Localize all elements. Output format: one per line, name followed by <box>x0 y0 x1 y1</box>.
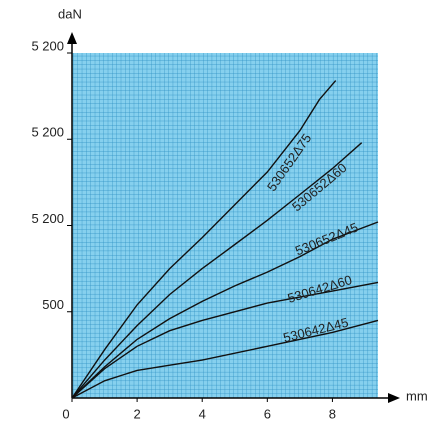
y-tick-label: 5 200 <box>31 211 64 226</box>
x-tick-label: 8 <box>329 406 336 421</box>
line <box>71 281 379 399</box>
x-axis-label: mm <box>406 388 428 403</box>
x-tick-label: 4 <box>199 406 206 421</box>
x-tick-label: 2 <box>133 406 140 421</box>
x-tick-label: 6 <box>264 406 271 421</box>
x-tick-label: 0 <box>62 406 69 421</box>
y-axis-label: daN <box>58 6 82 21</box>
y-tick-label: 500 <box>42 297 64 312</box>
line <box>71 142 363 399</box>
line <box>71 319 379 399</box>
y-tick-label: 5 200 <box>31 125 64 140</box>
line <box>71 80 337 399</box>
x-axis-arrow <box>388 393 400 403</box>
y-tick-label: 5 200 <box>31 38 64 53</box>
line <box>71 221 379 399</box>
y-axis-arrow <box>67 32 77 44</box>
